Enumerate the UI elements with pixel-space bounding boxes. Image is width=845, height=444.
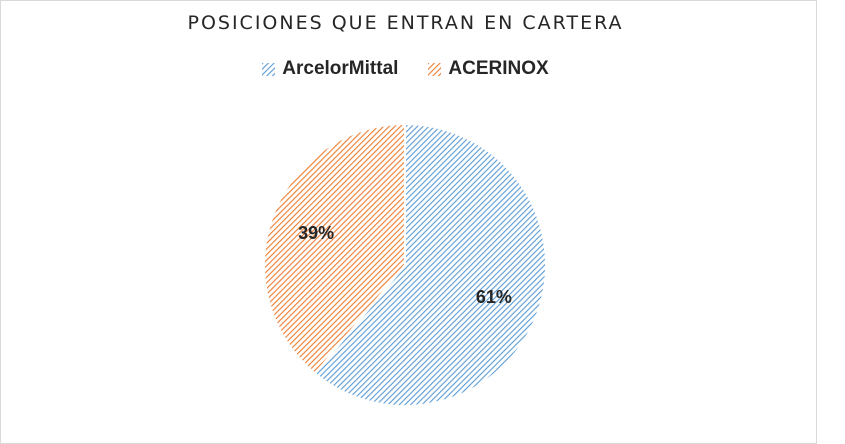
data-label-acerinox: 39% [298,223,334,243]
legend-swatch-acerinox [428,62,442,76]
legend: ArcelorMittal ACERINOX [0,58,811,80]
pie-slice-arcelormittal [313,122,547,407]
legend-label-acerinox: ACERINOX [448,58,549,79]
legend-item-arcelormittal: ArcelorMittal [262,58,398,80]
legend-label-arcelormittal: ArcelorMittal [282,58,399,79]
pie-slice-acerinox [263,122,406,376]
chart-title: POSICIONES QUE ENTRAN EN CARTERA [187,12,624,34]
legend-item-acerinox: ACERINOX [428,58,549,80]
legend-swatch-arcelormittal [262,62,276,76]
chart-edge [816,0,845,444]
data-label-arcelormittal: 61% [476,287,512,307]
